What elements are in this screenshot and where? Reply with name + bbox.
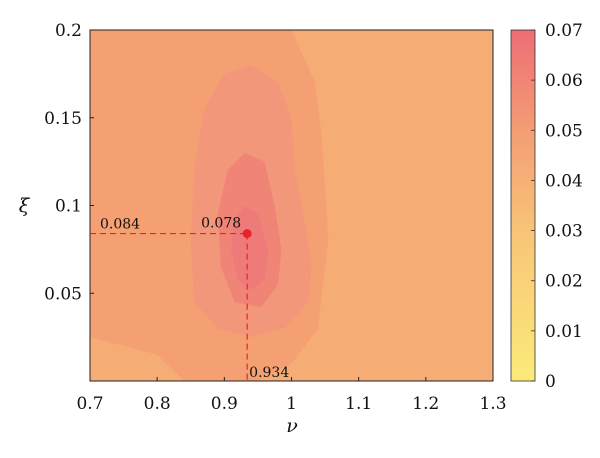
y-tick-labels: 0.05 0.1 0.15 0.2 <box>44 21 94 304</box>
colorbar-tick-label: 0.02 <box>545 272 583 292</box>
colorbar-tick-label: 0.07 <box>545 21 583 41</box>
x-axis-label: ν <box>286 415 298 437</box>
annotation-point: 0.078 <box>201 216 241 232</box>
x-tick-label: 0.9 <box>211 394 238 414</box>
colorbar-tick-label: 0.05 <box>545 121 583 141</box>
y-tick-label: 0.1 <box>55 197 82 217</box>
y-tick-label: 0.2 <box>55 21 82 41</box>
x-tick-label: 1.3 <box>479 394 506 414</box>
x-tick-label: 1 <box>286 394 297 414</box>
annotation-y-axis: 0.084 <box>100 217 140 233</box>
contour-level-0-06 <box>231 205 268 290</box>
colorbar-tick-label: 0.01 <box>545 322 583 342</box>
y-tick-label: 0.15 <box>44 109 82 129</box>
colorbar-tick-label: 0.06 <box>545 71 583 91</box>
y-axis-label: ξ <box>19 195 31 217</box>
optimum-point <box>242 229 252 239</box>
colorbar-tick-label: 0 <box>545 372 556 392</box>
y-tick-label: 0.05 <box>44 284 82 304</box>
colorbar-tick-label: 0.03 <box>545 222 583 242</box>
colorbar <box>510 29 536 382</box>
x-tick-label: 1.1 <box>345 394 372 414</box>
colorbar-tick-label: 0.04 <box>545 171 583 191</box>
contour-regions <box>90 30 493 381</box>
x-tick-label: 0.7 <box>76 394 103 414</box>
contour-level-0-035 <box>90 30 493 381</box>
x-tick-label: 0.8 <box>144 394 171 414</box>
x-tick-labels: 0.7 0.8 0.9 1 1.1 1.2 1.3 <box>76 377 507 414</box>
annotations: 0.084 0.078 0.934 <box>100 216 289 381</box>
optimum-guides <box>90 229 252 381</box>
colorbar-tick-labels: 0 0.01 0.02 0.03 0.04 0.05 0.06 0.07 <box>531 21 583 392</box>
x-tick-label: 1.2 <box>412 394 439 414</box>
annotation-x-axis: 0.934 <box>249 365 289 381</box>
colorbar-gradient <box>510 29 536 382</box>
